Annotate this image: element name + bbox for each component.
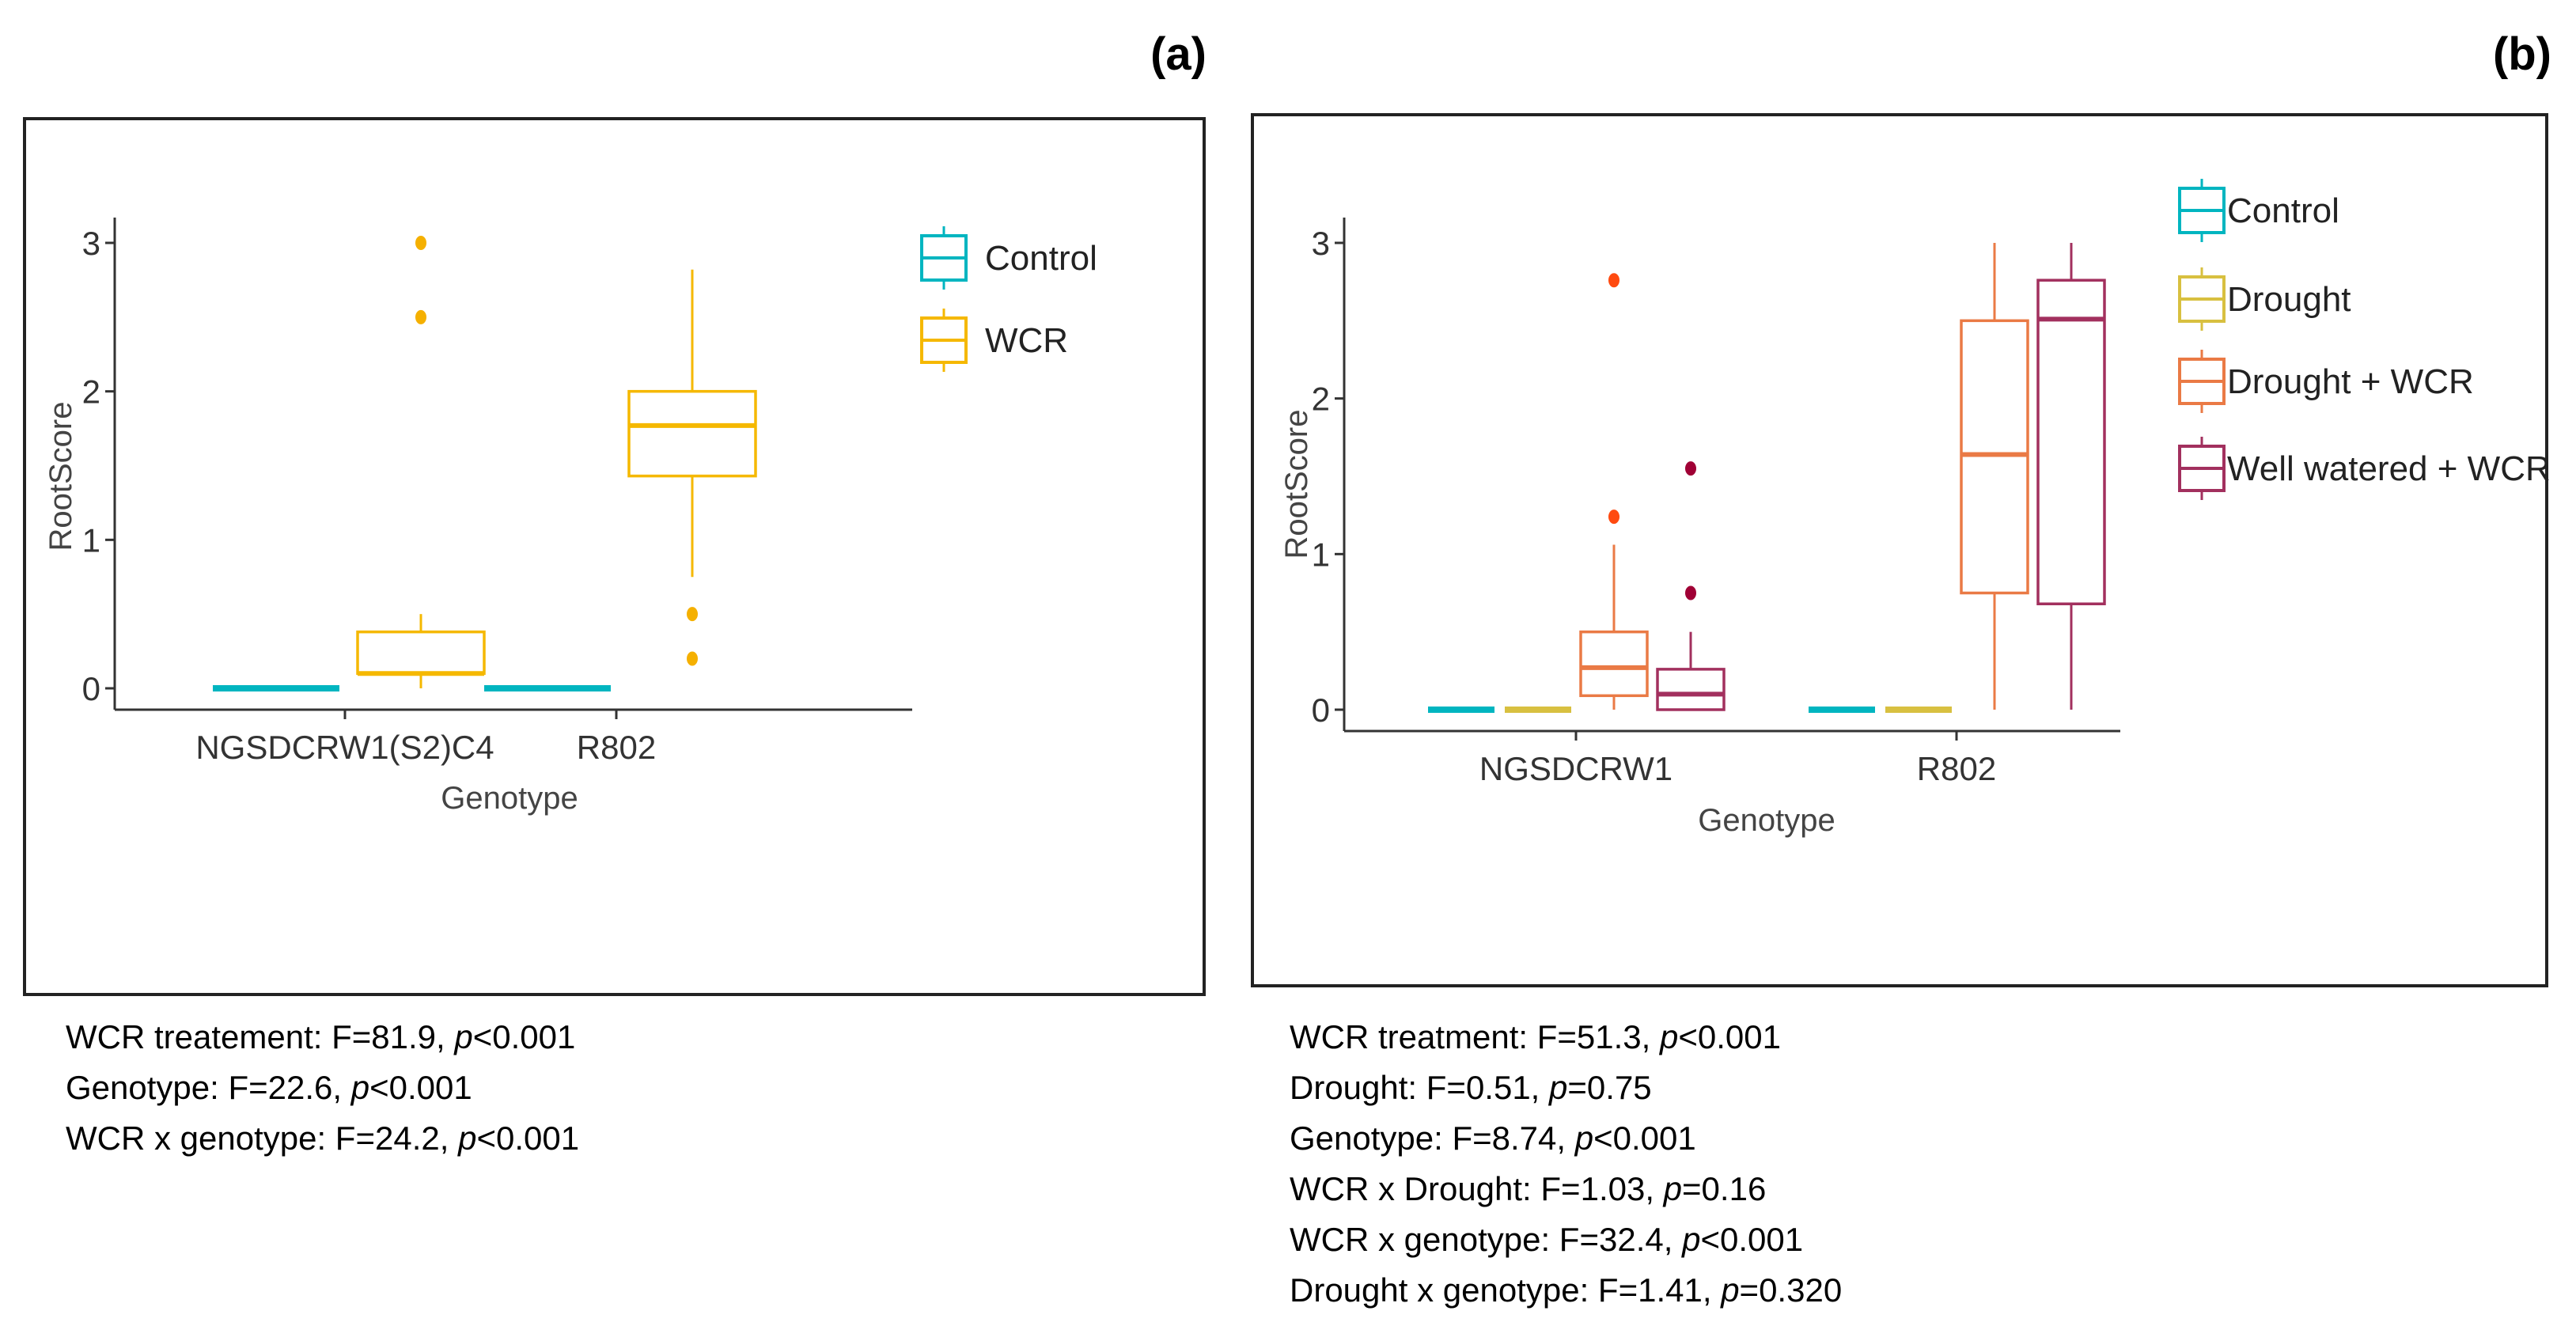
stat-p-value: <0.001 (369, 1069, 472, 1106)
stats-a: WCR treatement: F=81.9, p<0.001Genotype:… (66, 1018, 579, 1157)
legend-label: Drought + WCR (2227, 362, 2474, 401)
y-tick-label: 2 (1312, 381, 1330, 418)
stat-p-symbol: p (456, 1120, 476, 1157)
panel-a-plot: 0 1 2 3 NGSDCRW1(S2)C4 R802 Control WCR (82, 218, 1097, 766)
stat-line: WCR treatement: F=81.9, p<0.001 (66, 1018, 575, 1055)
x-tick-label: NGSDCRW1(S2)C4 (195, 729, 494, 766)
panel-b-plot: 0 1 2 3 NGSDCRW1 R802 Control Drought Drought + … (1312, 179, 2551, 787)
box-wcr (356, 236, 486, 688)
y-tick-label: 3 (1312, 225, 1330, 262)
stat-term: WCR x Drought: F=1.03, (1290, 1170, 1664, 1207)
y-axis-label-b: RootScore (1279, 410, 1314, 559)
stat-p-symbol: p (1574, 1120, 1593, 1157)
stat-line: Genotype: F=8.74, p<0.001 (1290, 1120, 1696, 1157)
legend-item: Drought (2178, 267, 2351, 331)
stat-line: WCR treatment: F=51.3, p<0.001 (1290, 1018, 1781, 1055)
legend-label: WCR (985, 321, 1068, 360)
y-tick-label: 0 (82, 670, 100, 707)
stat-term: WCR treatement: F=81.9, (66, 1018, 454, 1055)
panel-label-b: (b) (2493, 28, 2551, 80)
stat-p-symbol: p (453, 1018, 472, 1055)
box-well-watered-wcr (2036, 243, 2106, 710)
outlier-point (1685, 461, 1696, 476)
stat-p-value: <0.001 (1678, 1018, 1781, 1055)
stat-line: WCR x Drought: F=1.03, p=0.16 (1290, 1170, 1766, 1207)
panel-a-frame (23, 117, 1206, 996)
legend-label: Control (2227, 191, 2339, 230)
stat-p-value: <0.001 (473, 1018, 576, 1055)
box-well-watered-wcr (1656, 461, 1726, 711)
stat-term: Genotype: F=8.74, (1290, 1120, 1575, 1157)
y-tick-label: 2 (82, 373, 100, 411)
stat-term: Drought x genotype: F=1.41, (1290, 1271, 1721, 1309)
legend-label: Control (985, 239, 1097, 278)
panel-label-a: (a) (1150, 28, 1207, 80)
legend-item: WCR (920, 309, 1068, 372)
outlier-point (415, 309, 426, 324)
y-tick-label: 1 (82, 521, 100, 559)
outlier-point (1685, 585, 1696, 600)
outlier-point (1608, 510, 1619, 525)
stat-p-symbol: p (1719, 1271, 1739, 1309)
x-axis-label-a: Genotype (441, 781, 578, 816)
x-axis-label-b: Genotype (1698, 803, 1835, 838)
stat-term: Genotype: F=22.6, (66, 1069, 351, 1106)
outlier-point (415, 236, 426, 250)
legend-label: Well watered + WCR (2227, 449, 2551, 488)
stat-p-value: <0.001 (1700, 1221, 1803, 1258)
stat-p-symbol: p (1680, 1221, 1700, 1258)
box-drought-wcr (1960, 243, 2029, 710)
stat-line: Genotype: F=22.6, p<0.001 (66, 1069, 472, 1106)
stat-p-value: =0.320 (1740, 1271, 1843, 1309)
box-iqr (1579, 630, 1649, 698)
x-tick-label: R802 (577, 729, 656, 766)
stat-p-symbol: p (1658, 1018, 1678, 1055)
stat-p-value: =0.75 (1567, 1069, 1651, 1106)
box-iqr (356, 630, 486, 675)
y-axis-label-a: RootScore (44, 402, 78, 551)
stat-p-value: <0.001 (476, 1120, 579, 1157)
box-iqr (2036, 278, 2106, 606)
x-tick-label: R802 (1917, 750, 1996, 787)
box-drought-wcr (1579, 273, 1649, 710)
stat-term: WCR treatment: F=51.3, (1290, 1018, 1660, 1055)
stat-term: WCR x genotype: F=32.4, (1290, 1221, 1682, 1258)
box-wcr (627, 269, 757, 666)
y-tick-label: 1 (1312, 536, 1330, 573)
stat-line: WCR x genotype: F=32.4, p<0.001 (1290, 1221, 1803, 1258)
y-tick-label: 3 (82, 225, 100, 262)
stat-p-symbol: p (1662, 1170, 1682, 1207)
legend-label: Drought (2227, 280, 2351, 319)
y-tick-label: 0 (1312, 691, 1330, 729)
stat-p-value: =0.16 (1682, 1170, 1766, 1207)
legend-item: Drought + WCR (2178, 350, 2474, 413)
outlier-point (687, 651, 698, 666)
stat-p-symbol: p (350, 1069, 369, 1106)
stat-line: Drought x genotype: F=1.41, p=0.320 (1290, 1271, 1842, 1309)
stat-term: WCR x genotype: F=24.2, (66, 1120, 458, 1157)
stat-line: WCR x genotype: F=24.2, p<0.001 (66, 1120, 579, 1157)
legend-item: Control (2178, 179, 2339, 242)
outlier-point (1608, 273, 1619, 288)
stat-p-value: <0.001 (1593, 1120, 1696, 1157)
x-tick-label: NGSDCRW1 (1479, 750, 1673, 787)
stat-p-symbol: p (1547, 1069, 1567, 1106)
stat-line: Drought: F=0.51, p=0.75 (1290, 1069, 1652, 1106)
stat-term: Drought: F=0.51, (1290, 1069, 1549, 1106)
outlier-point (687, 607, 698, 622)
legend-item: Control (920, 226, 1097, 290)
box-iqr (1656, 668, 1726, 711)
legend-item: Well watered + WCR (2178, 437, 2551, 500)
box-iqr (627, 389, 757, 478)
panel-b-frame (1251, 113, 2548, 987)
